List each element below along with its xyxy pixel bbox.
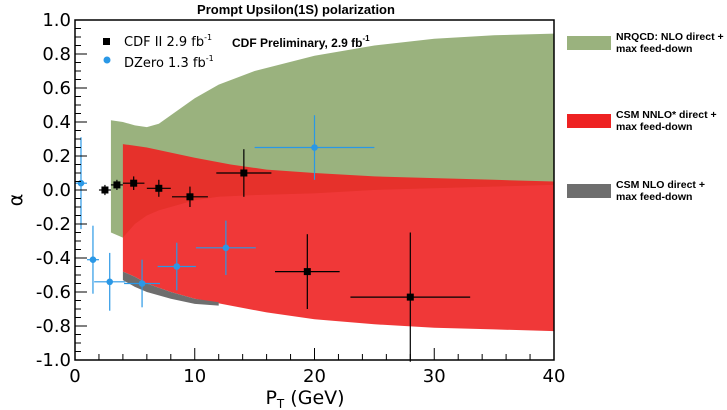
cdf-marker (155, 184, 163, 192)
cdf-point (122, 176, 145, 190)
dzero-point (157, 242, 196, 291)
cdf-marker (303, 268, 311, 276)
band-legend-swatch-csm-nlo (567, 184, 611, 198)
data-series (75, 115, 471, 362)
cdf-marker (130, 179, 138, 187)
cdf-point (98, 184, 111, 196)
y-tick-label: 0.4 (42, 112, 71, 133)
dzero-marker (106, 278, 114, 286)
x-tick-label: 30 (423, 366, 446, 387)
legend-marker-cdf (103, 38, 110, 45)
band-csm-nnlo (122, 144, 555, 332)
dzero-marker (311, 144, 318, 151)
dzero-point (254, 115, 375, 180)
dzero-marker (173, 263, 181, 270)
y-tick-label: -1.0 (36, 350, 71, 371)
y-axis-label: α (5, 194, 27, 207)
y-tick-label: 0.6 (42, 78, 71, 99)
cdf-marker (113, 181, 121, 189)
cdf-point (350, 232, 471, 362)
chart-title: Prompt Upsilon(1S) polarization (197, 2, 395, 17)
dzero-point (86, 225, 99, 294)
theory-bands (110, 33, 555, 332)
dzero-marker (138, 280, 146, 287)
band-legend-label-nrqcd: NRQCD: NLO direct + (616, 31, 724, 43)
dzero-marker (77, 179, 85, 187)
dzero-marker (222, 244, 230, 252)
band-legend-swatch-csm-nnlo (567, 114, 611, 128)
dzero-point (195, 220, 256, 275)
band-legend-swatch-nrqcd (567, 36, 611, 50)
x-tick-label: 20 (303, 366, 326, 387)
cdf-point (146, 179, 171, 197)
y-tick-label: -0.2 (36, 214, 71, 235)
legend-label-dzero: DZero 1.3 fb-1 (124, 54, 214, 71)
band-legend-label-csm-nlo: CSM NLO direct + (616, 179, 705, 191)
legend-marker-dzero (103, 56, 111, 64)
x-tick-label: 0 (69, 366, 80, 387)
cdf-marker (406, 293, 414, 301)
y-tick-label: -0.6 (36, 282, 71, 303)
x-axis-label: PT (GeV) (265, 387, 344, 410)
dzero-point (124, 259, 161, 308)
cdf-point (274, 234, 340, 309)
cdf-marker (240, 169, 248, 177)
x-tick-label: 10 (183, 366, 206, 387)
dzero-point (94, 252, 126, 311)
y-tick-label: -0.4 (36, 248, 71, 269)
band-legend-label-csm-nnlo: max feed-down (616, 121, 692, 133)
y-tick-label: 0.0 (42, 180, 71, 201)
legend-label-cdf: CDF II 2.9 fb-1 (124, 33, 212, 50)
data-legend: CDF II 2.9 fb-1 CDF Preliminary, 2.9 fb-… (103, 33, 370, 71)
cdf-marker (186, 193, 194, 201)
axis-ticks: 0 10 20 30 40 1.0 0.8 0.6 0.4 0.2 0.0 -0.2 -0.4 -0.6 -… (36, 10, 566, 387)
band-legend-label-nrqcd: max feed-down (616, 43, 692, 55)
dzero-marker (89, 256, 97, 264)
band-legend-label-csm-nnlo: CSM NNLO* direct + (616, 109, 717, 121)
cdf-marker (101, 186, 109, 194)
cdf-point (216, 149, 272, 197)
y-tick-label: 1.0 (42, 10, 71, 31)
y-tick-label: 0.8 (42, 44, 71, 65)
y-tick-label: -0.8 (36, 316, 71, 337)
preliminary-note: CDF Preliminary, 2.9 fb-1 (232, 34, 370, 50)
y-tick-label: 0.2 (42, 146, 71, 167)
x-tick-label: 40 (543, 366, 566, 387)
cdf-point (110, 179, 123, 190)
cdf-point (171, 186, 208, 207)
band-legend-label-csm-nlo: max feed-down (616, 191, 692, 203)
